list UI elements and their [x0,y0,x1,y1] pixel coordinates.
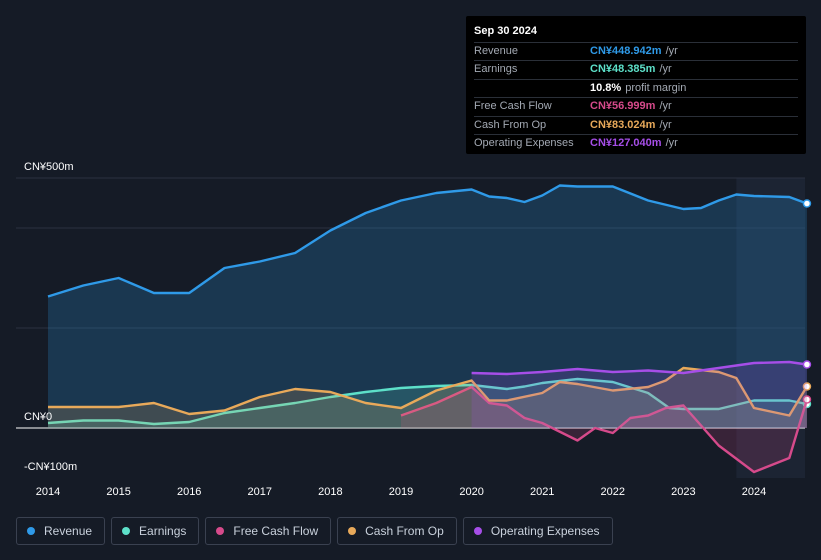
x-axis-label: 2024 [742,486,766,498]
legend-label: Operating Expenses [490,524,600,538]
legend-label: Free Cash Flow [233,524,319,538]
y-axis-label: CN¥500m [24,161,74,173]
operating-expenses-area [471,362,807,428]
tooltip-value: CN¥56.999m [590,100,656,113]
legend-dot-icon [348,527,357,535]
cash-from-op-line [48,366,808,417]
tooltip-unit: /yr [659,63,672,76]
legend-dot-icon [216,527,225,535]
tooltip-row: Cash From Op CN¥83.024m/yr [474,115,798,134]
tooltip-date: Sep 30 2024 [474,25,537,37]
x-axis-label: 2020 [459,486,483,498]
legend-dot-icon [122,527,131,535]
x-axis-label: 2018 [318,486,342,498]
tooltip-value: CN¥48.385m [590,63,656,76]
legend-label: Earnings [139,524,187,538]
tooltip-value: CN¥83.024m [590,118,656,131]
revenue-line [47,184,808,298]
legend-item-free-cash-flow[interactable]: Free Cash Flow [205,517,332,545]
x-axis-label: 2021 [530,486,554,498]
tooltip-unit: /yr [665,136,678,149]
legend-dot-icon [27,527,35,535]
tooltip-value: CN¥448.942m [590,45,662,57]
tooltip-row: Revenue CN¥448.942m/yr [474,42,798,60]
legend-item-earnings[interactable]: Earnings [111,517,200,545]
tooltip-label: Cash From Op [474,118,547,131]
tooltip-row: 10.8% profit margin [474,78,798,97]
tooltip-row: Earnings CN¥48.385m/yr [474,60,798,78]
tooltip-label [474,80,590,97]
free-cash-flow-endpoint [802,395,812,404]
operating-expenses-line [471,360,808,376]
x-axis-label: 2023 [671,486,695,498]
operating-expenses-endpoint [802,360,812,369]
revenue-endpoint [802,199,812,208]
tooltip-value: CN¥127.040m [590,136,662,149]
tooltip-row: Free Cash Flow CN¥56.999m/yr [474,97,798,115]
y-axis-label: CN¥0 [24,411,52,423]
cash-from-op-area [48,368,807,428]
earnings-line [47,377,808,426]
tooltip-unit: /yr [659,118,672,131]
legend-item-cash-from-op[interactable]: Cash From Op [337,517,457,545]
tooltip-row: Operating Expenses CN¥127.040m/yr [474,133,798,152]
x-axis-label: 2015 [106,486,130,498]
tooltip-label: Operating Expenses [474,136,574,149]
legend: Revenue Earnings Free Cash Flow Cash From O… [16,517,613,547]
legend-item-revenue[interactable]: Revenue [16,517,106,545]
y-axis-label: -CN¥100m [24,461,77,473]
tooltip-panel: Sep 30 2024 Revenue CN¥448.942m/yr Earning… [466,16,806,154]
cash-from-op-endpoint [802,382,812,391]
legend-dot-icon [473,527,482,535]
tooltip-unit: /yr [659,100,672,113]
x-axis-label: 2019 [389,486,413,498]
x-axis-label: 2017 [248,486,272,498]
tooltip-value: 10.8% [590,81,622,94]
free-cash-flow-line [400,385,809,474]
x-axis-label: 2014 [36,486,60,498]
tooltip-unit: /yr [665,45,678,57]
x-axis-label: 2022 [601,486,625,498]
tooltip-label: Free Cash Flow [474,100,552,113]
tooltip-label: Earnings [474,63,518,76]
revenue-area [48,185,807,428]
x-axis-label: 2016 [177,486,201,498]
legend-item-operating-expenses[interactable]: Operating Expenses [462,517,613,545]
legend-label: Revenue [44,524,93,538]
tooltip-label: Revenue [474,45,519,57]
legend-label: Cash From Op [365,524,444,538]
tooltip-unit: profit margin [625,81,687,94]
